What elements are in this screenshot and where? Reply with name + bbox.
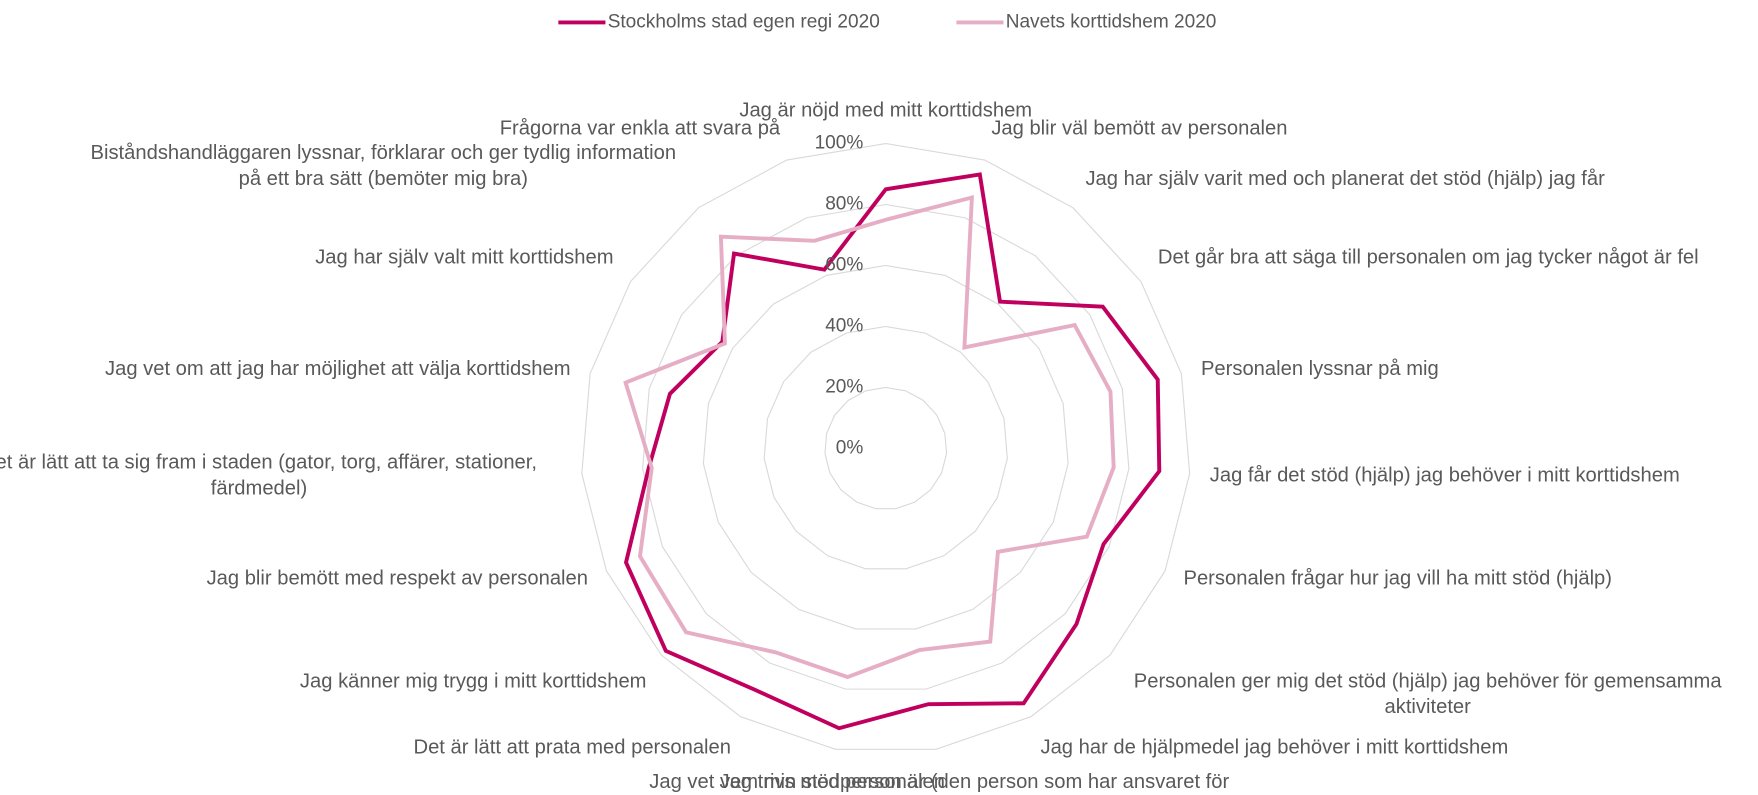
category-label: Jag blir väl bemött av personalen bbox=[991, 116, 1288, 139]
tick-label: 40% bbox=[825, 316, 863, 337]
category-label: Det går bra att säga till personalen om … bbox=[1157, 245, 1699, 269]
category-label: Jag får det stöd (hjälp) jag behöver i m… bbox=[1209, 463, 1680, 486]
category-label: Jag har själv valt mitt korttidshem bbox=[315, 245, 614, 269]
grid-ring bbox=[702, 264, 1069, 630]
spoke bbox=[886, 448, 1165, 571]
tick-label: 20% bbox=[825, 377, 863, 398]
grid-ring bbox=[763, 325, 1008, 570]
category-label: Jag känner mig trygg i mitt korttidshem bbox=[299, 669, 647, 693]
category-label: Personalen frågar hur jag vill ha mitt s… bbox=[1183, 567, 1613, 590]
category-label: Jag är nöjd med mitt korttidshem bbox=[739, 98, 1033, 122]
category-label: Personalen lyssnar på mig bbox=[1200, 356, 1439, 380]
series-line bbox=[623, 172, 1162, 731]
category-label: Jag vet vem min stödperson är (den perso… bbox=[649, 770, 1230, 793]
category-label: Jag blir bemött med respekt av personale… bbox=[206, 567, 588, 590]
category-label: Det är lätt att ta sig fram i staden (ga… bbox=[0, 450, 537, 499]
tick-label: 0% bbox=[836, 438, 864, 459]
category-label: Jag vet om att jag har möjlighet att väl… bbox=[105, 356, 571, 380]
category-label: Jag har de hjälpmedel jag behöver i mitt… bbox=[1040, 735, 1509, 758]
spoke bbox=[886, 208, 1073, 449]
grid-ring bbox=[824, 386, 948, 510]
category-label: Jag trivs med personalen bbox=[719, 770, 945, 793]
tick-label: 100% bbox=[815, 133, 864, 154]
spoke bbox=[661, 448, 885, 655]
grid-ring bbox=[642, 203, 1130, 690]
category-label: Jag har själv varit med och planerat det… bbox=[1085, 167, 1605, 190]
spoke bbox=[741, 448, 886, 716]
legend-label: Navets korttidshem 2020 bbox=[1006, 11, 1217, 32]
category-label: Biståndshandläggaren lyssnar, förklarar … bbox=[90, 141, 677, 190]
grid-ring bbox=[581, 142, 1191, 750]
category-label: Frågorna var enkla att svara på bbox=[499, 116, 781, 139]
category-label: Personalen ger mig det stöd (hjälp) jag … bbox=[1133, 669, 1722, 719]
spoke bbox=[886, 448, 1031, 716]
spoke bbox=[886, 374, 1182, 449]
spoke bbox=[836, 448, 886, 749]
category-label: Det är lätt att prata med personalen bbox=[413, 735, 731, 758]
tick-label: 60% bbox=[825, 255, 863, 276]
legend-label: Stockholms stad egen regi 2020 bbox=[608, 11, 880, 32]
series-line bbox=[623, 194, 1116, 680]
spoke bbox=[886, 448, 1190, 473]
tick-label: 80% bbox=[825, 194, 863, 215]
